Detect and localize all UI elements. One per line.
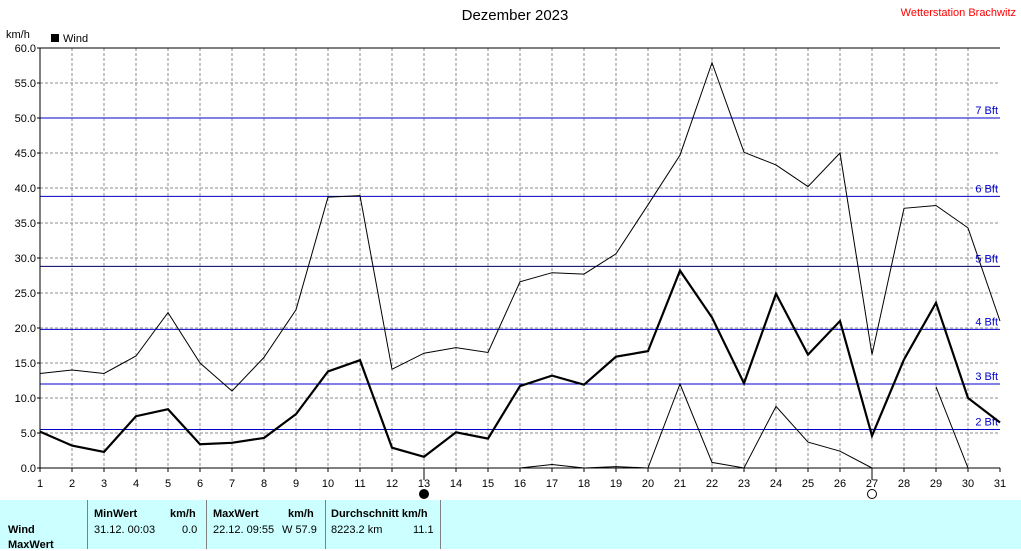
x-tick-label: 13: [418, 478, 430, 490]
station-name: Wetterstation Brachwitz: [901, 7, 1016, 19]
y-tick-label: 0.0: [21, 463, 36, 475]
beaufort-label: 7 Bft: [975, 105, 998, 117]
y-tick-label: 45.0: [15, 148, 36, 160]
min-value: 0.0: [182, 524, 198, 536]
x-tick-label: 3: [101, 478, 107, 490]
x-tick-label: 5: [165, 478, 171, 490]
stats-row-label: MaxWert: [8, 539, 54, 551]
x-tick-label: 15: [482, 478, 494, 490]
avg-value: 11.1: [413, 524, 434, 536]
x-tick-label: 19: [610, 478, 622, 490]
x-tick-label: 14: [450, 478, 462, 490]
x-tick-label: 30: [962, 478, 974, 490]
y-tick-label: 30.0: [15, 253, 36, 265]
stats-row-label: Wind: [8, 524, 35, 536]
stats-separator: [87, 500, 88, 549]
beaufort-label: 2 Bft: [975, 417, 998, 429]
beaufort-label: 3 Bft: [975, 371, 998, 383]
max-header: MaxWert: [213, 508, 259, 520]
x-tick-label: 23: [738, 478, 750, 490]
axes: 0.0 5.0 10.0 15.0 20.0 25.0 30.0 35.0 40.0 45.0 50…: [15, 43, 1006, 499]
y-tick-label: 40.0: [15, 183, 36, 195]
x-tick-label: 22: [706, 478, 718, 490]
avg-distance: 8223.2 km: [331, 524, 383, 536]
stats-separator: [325, 500, 326, 549]
max-time: 22.12. 09:55: [213, 524, 275, 536]
series-mean-line: [39, 268, 1001, 459]
x-tick-label: 8: [261, 478, 267, 490]
x-tick-label: 27: [866, 478, 878, 490]
series-max-line: [39, 61, 1001, 392]
min-unit: km/h: [170, 508, 196, 520]
beaufort-label: 5 Bft: [975, 253, 998, 265]
chart-title: Dezember 2023: [462, 7, 569, 24]
x-tick-label: 18: [578, 478, 590, 490]
beaufort-label: 4 Bft: [975, 316, 998, 328]
new-moon-icon: [867, 489, 877, 499]
stats-panel: Wind MaxWert MinWert km/h 31.12. 00:03 0…: [0, 500, 1021, 551]
x-tick-label: 24: [770, 478, 782, 490]
stats-separator: [206, 500, 207, 549]
x-tick-label: 16: [514, 478, 526, 490]
y-tick-label: 55.0: [15, 78, 36, 90]
max-value: W 57.9: [282, 524, 317, 536]
x-tick-label: 11: [354, 478, 365, 490]
stats-separator: [440, 500, 441, 549]
x-tick-label: 21: [674, 478, 686, 490]
x-tick-label: 10: [322, 478, 334, 490]
series-min-line: [519, 382, 969, 469]
y-tick-label: 5.0: [21, 428, 36, 440]
y-axis-unit: km/h: [6, 29, 30, 41]
y-tick-label: 25.0: [15, 288, 36, 300]
y-tick-label: 60.0: [15, 43, 36, 55]
series-lines: [39, 61, 1001, 469]
x-tick-label: 25: [802, 478, 814, 490]
min-header: MinWert: [94, 508, 138, 520]
x-tick-label: 2: [69, 478, 75, 490]
y-tick-label: 50.0: [15, 113, 36, 125]
min-time: 31.12. 00:03: [94, 524, 156, 536]
x-tick-label: 4: [133, 478, 139, 490]
y-tick-label: 35.0: [15, 218, 36, 230]
x-tick-label: 20: [642, 478, 654, 490]
y-tick-label: 20.0: [15, 323, 36, 335]
x-tick-label: 31: [994, 478, 1006, 490]
x-tick-label: 17: [546, 478, 558, 490]
x-tick-label: 12: [386, 478, 398, 490]
x-tick-label: 28: [898, 478, 910, 490]
beaufort-label: 6 Bft: [975, 183, 998, 195]
avg-header: Durchschnitt km/h: [331, 508, 428, 520]
x-tick-label: 26: [834, 478, 846, 490]
full-moon-icon: [419, 489, 429, 499]
beaufort-lines: 2 Bft 3 Bft 4 Bft 5 Bft 6 Bft 7 Bft: [40, 105, 1000, 430]
y-tick-label: 10.0: [15, 393, 36, 405]
wind-chart: Dezember 2023 Wetterstation Brachwitz km…: [6, 7, 1016, 499]
x-tick-label: 29: [930, 478, 942, 490]
x-tick-label: 9: [293, 478, 299, 490]
max-unit: km/h: [288, 508, 314, 520]
legend-label: Wind: [63, 33, 88, 45]
x-tick-label: 6: [197, 478, 203, 490]
legend-swatch: [51, 34, 59, 42]
y-tick-label: 15.0: [15, 358, 36, 370]
x-tick-label: 7: [229, 478, 235, 490]
x-tick-label: 1: [37, 478, 43, 490]
